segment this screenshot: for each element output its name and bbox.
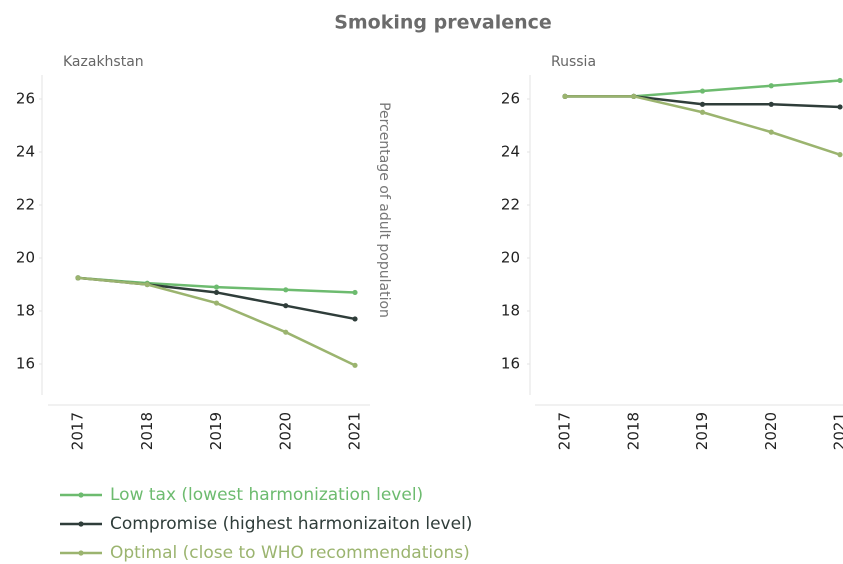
- y-tick-label: 22: [501, 196, 520, 214]
- y-tick-label: 24: [501, 143, 520, 161]
- series-point: [768, 101, 774, 107]
- series-point: [283, 329, 289, 335]
- series-line: [565, 79, 841, 98]
- x-tick-label: 2017: [69, 412, 87, 450]
- series-point: [631, 93, 637, 99]
- series-point: [699, 101, 706, 107]
- series-point: [283, 303, 289, 309]
- panel-subtitle: Russia: [551, 54, 596, 70]
- x-tick-label: 2021: [831, 412, 843, 450]
- y-tick-label: 18: [16, 302, 35, 320]
- y-tick-label: 20: [16, 249, 35, 267]
- y-tick-label: 26: [501, 90, 520, 108]
- y-tick-label: 24: [16, 143, 35, 161]
- x-tick-label: 2017: [556, 412, 574, 450]
- x-tick-label: 2019: [693, 412, 711, 450]
- series-point: [75, 275, 81, 281]
- series-point: [144, 281, 150, 288]
- series-point: [768, 83, 774, 89]
- y-axis-label: Percentage of adult population: [376, 102, 392, 318]
- series-point: [352, 362, 358, 368]
- series-point: [352, 289, 358, 296]
- legend-label: Low tax (lowest harmonization level): [110, 485, 423, 505]
- x-tick-label: 2018: [624, 412, 642, 450]
- series-point: [837, 104, 843, 110]
- series-point: [283, 287, 289, 293]
- legend-label: Optimal (close to WHO recommendations): [110, 543, 470, 563]
- series-point: [768, 129, 774, 135]
- series-point: [562, 93, 568, 99]
- series-point: [213, 300, 220, 306]
- series-line: [77, 276, 356, 321]
- y-tick-label: 26: [16, 90, 35, 108]
- series-point: [699, 109, 706, 115]
- series-point: [699, 88, 706, 94]
- legend-marker: [78, 550, 84, 556]
- x-tick-label: 2021: [346, 412, 364, 450]
- series-point: [837, 152, 843, 158]
- legend-label: Compromise (highest harmonizaiton level): [110, 514, 472, 534]
- y-tick-label: 18: [501, 302, 520, 320]
- legend-marker: [78, 521, 84, 527]
- x-tick-label: 2020: [276, 412, 294, 450]
- y-tick-label: 16: [16, 355, 35, 373]
- chart-title: Smoking prevalence: [334, 12, 552, 34]
- legend-marker: [78, 492, 84, 498]
- x-tick-label: 2020: [762, 412, 780, 450]
- x-tick-label: 2018: [138, 412, 156, 450]
- series-point: [213, 284, 220, 290]
- y-tick-label: 22: [16, 196, 35, 214]
- panel-subtitle: Kazakhstan: [63, 54, 144, 70]
- y-tick-label: 16: [501, 355, 520, 373]
- series-point: [352, 316, 358, 322]
- y-tick-label: 20: [501, 249, 520, 267]
- x-tick-label: 2019: [207, 412, 225, 450]
- series-point: [837, 77, 843, 84]
- series-point: [213, 289, 220, 296]
